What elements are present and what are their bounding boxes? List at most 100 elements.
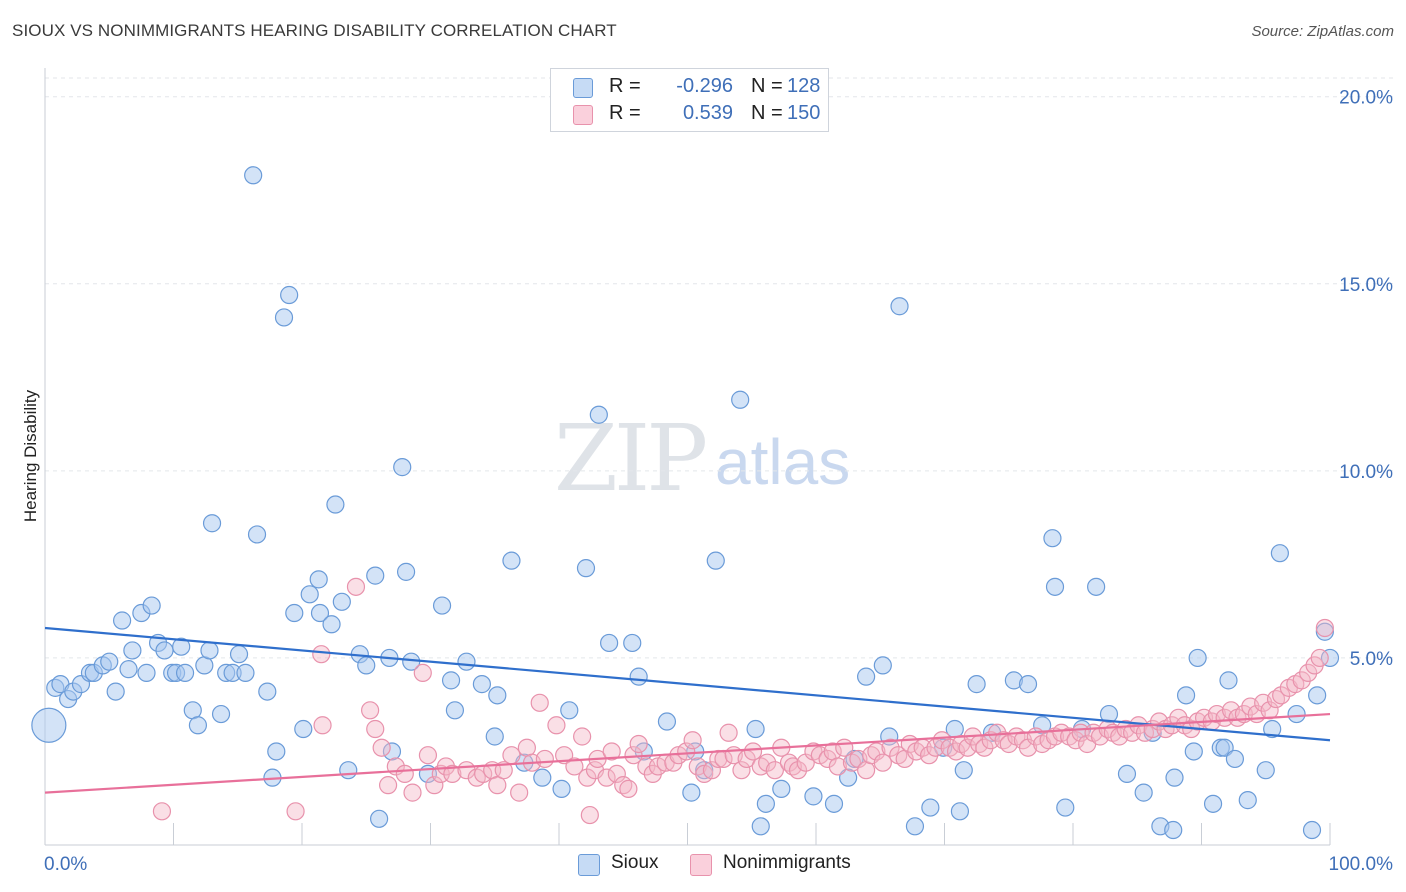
- nonimmigrants-point: [702, 761, 722, 780]
- sioux-point: [1287, 704, 1306, 724]
- nonimmigrants-point: [488, 776, 507, 795]
- sioux-point: [502, 551, 521, 570]
- y-tick-label: 20.0%: [1339, 88, 1393, 109]
- nonimmigrants-point: [732, 761, 751, 780]
- sioux-point: [589, 405, 608, 424]
- sioux-point: [921, 798, 940, 817]
- nonimmigrants-point: [1272, 686, 1291, 705]
- sioux-point: [236, 663, 255, 682]
- sioux-point: [370, 809, 389, 828]
- sioux-point: [332, 592, 351, 611]
- trend-lines: [44, 626, 1331, 794]
- nonimmigrants-point: [361, 701, 380, 720]
- sioux-point: [629, 667, 648, 686]
- nonimmigrants-point: [988, 723, 1007, 742]
- nonimmigrants-point: [788, 761, 808, 780]
- nonimmigrants-point: [828, 757, 847, 776]
- sioux-point: [1043, 529, 1062, 548]
- legend-n-label: N =: [751, 75, 783, 97]
- nonimmigrants-point: [597, 768, 616, 787]
- sioux-point: [1176, 686, 1196, 705]
- nonimmigrants-point: [443, 764, 462, 784]
- sioux-point: [326, 495, 345, 514]
- sioux-point: [267, 742, 286, 761]
- watermark-zip: ZIP: [554, 405, 708, 512]
- nonimmigrants-point: [403, 783, 422, 802]
- nonimmigrants-point: [418, 746, 438, 765]
- nonimmigrants-point: [1310, 648, 1329, 668]
- nonimmigrants-point: [425, 776, 444, 795]
- nonimmigrants-trend-line: [44, 712, 1331, 794]
- nonimmigrants-point: [1299, 663, 1318, 682]
- nonimmigrants-point: [688, 757, 707, 776]
- nonimmigrants-point: [372, 738, 391, 757]
- sioux-point: [600, 633, 619, 653]
- nonimmigrants-point: [366, 719, 385, 739]
- bottom-legend-label-nonimmigrants: Nonimmigrants: [723, 852, 851, 873]
- sioux-point: [155, 641, 174, 660]
- sioux-point: [393, 458, 412, 477]
- nonimmigrants-point: [932, 731, 952, 750]
- sioux-point: [31, 707, 67, 743]
- sioux-points: [31, 166, 1340, 840]
- sioux-point: [873, 656, 892, 675]
- sioux-point: [445, 701, 465, 720]
- chart-title: SIOUX VS NONIMMIGRANTS HEARING DISABILIT…: [12, 21, 617, 40]
- nonimmigrants-point: [346, 577, 366, 596]
- sioux-point: [1238, 791, 1257, 810]
- sioux-point: [247, 525, 267, 544]
- nonimmigrants-point: [881, 738, 900, 757]
- sioux-point: [310, 603, 330, 623]
- tick-labels: 5.0% 10.0% 15.0% 20.0% 0.0% 100.0%: [44, 88, 1393, 875]
- nonimmigrants-point: [413, 663, 432, 682]
- watermark-atlas: atlas: [715, 426, 851, 498]
- sioux-point: [396, 562, 416, 581]
- nonimmigrants-point: [1315, 618, 1334, 638]
- y-tick-label: 15.0%: [1339, 275, 1393, 296]
- legend-n-value: 128: [787, 75, 821, 97]
- nonimmigrants-point: [919, 746, 939, 765]
- nonimmigrants-point: [867, 742, 886, 761]
- nonimmigrants-point: [555, 746, 574, 765]
- sioux-point: [1033, 716, 1052, 735]
- nonimmigrants-point: [835, 738, 854, 757]
- sioux-point: [746, 719, 765, 739]
- nonimmigrants-point: [873, 753, 892, 772]
- sioux-point: [1263, 719, 1282, 739]
- sioux-point: [1134, 783, 1153, 802]
- sioux-point: [756, 794, 775, 813]
- nonimmigrants-point: [502, 746, 521, 765]
- nonimmigrants-point: [580, 805, 599, 825]
- bottom-legend-swatch-sioux: [578, 854, 600, 876]
- sioux-point: [751, 817, 770, 836]
- sioux-point: [682, 783, 701, 802]
- sioux-point: [1164, 820, 1183, 840]
- legend-r-label: R =: [609, 102, 641, 124]
- nonimmigrants-point: [312, 645, 331, 664]
- sioux-point: [229, 645, 249, 664]
- nonimmigrants-point: [395, 764, 414, 784]
- sioux-trend-line: [44, 626, 1331, 742]
- nonimmigrants-point: [677, 742, 696, 761]
- bottom-legend-label-sioux: Sioux: [611, 852, 659, 873]
- sioux-point: [839, 768, 858, 787]
- nonimmigrants-point: [1123, 723, 1142, 742]
- nonimmigrants-point: [547, 716, 566, 735]
- sioux-point: [533, 768, 552, 787]
- sioux-point: [309, 570, 328, 589]
- sioux-point: [258, 682, 277, 701]
- y-tick-label: 5.0%: [1350, 649, 1393, 670]
- sioux-point: [106, 682, 125, 701]
- nonimmigrants-point: [1215, 708, 1234, 727]
- sioux-point: [552, 779, 571, 798]
- sioux-point: [1225, 749, 1245, 769]
- nonimmigrants-point: [619, 779, 638, 798]
- nonimmigrants-point: [565, 757, 584, 776]
- nonimmigrants-point: [1292, 671, 1311, 690]
- nonimmigrants-point: [683, 731, 702, 750]
- sioux-point: [950, 802, 970, 821]
- sioux-point: [1099, 704, 1119, 724]
- nonimmigrants-point: [578, 768, 597, 787]
- correlation-legend: R = -0.296 N = 128 R = 0.539 N = 150: [550, 68, 829, 132]
